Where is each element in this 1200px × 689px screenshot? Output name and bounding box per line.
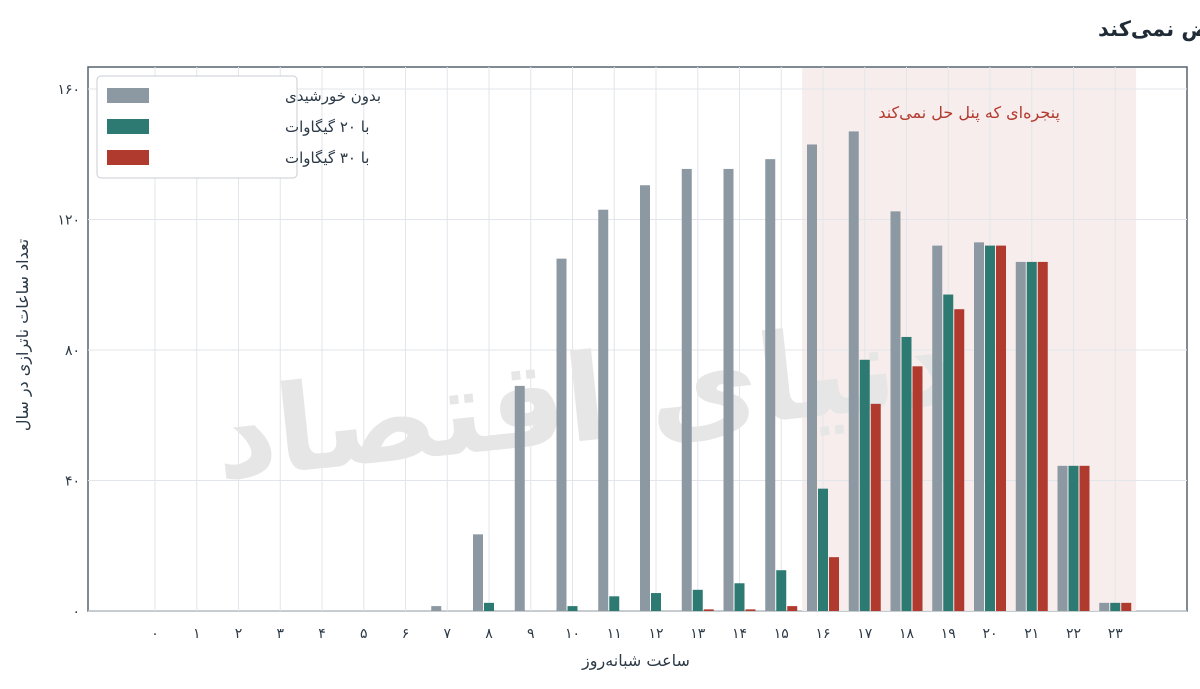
bar-2-hour-14 bbox=[734, 583, 745, 611]
chart-title: نمودار ۴ ـ مهاجرت کمبود از ظهر به غروب: … bbox=[1098, 16, 1200, 41]
y-tick-label: ۱۲۰ bbox=[57, 213, 80, 229]
bar-1-hour-10 bbox=[556, 258, 567, 611]
bar-3-hour-13 bbox=[703, 609, 714, 611]
x-tick-label: ۱۳ bbox=[690, 626, 706, 642]
y-tick-label: ۴۰ bbox=[65, 474, 80, 490]
bar-1-hour-20 bbox=[974, 242, 984, 611]
y-tick-label: ۱۶۰ bbox=[57, 82, 80, 98]
bar-1-hour-9 bbox=[514, 385, 525, 611]
bar-1-hour-15 bbox=[765, 159, 776, 612]
bar-2-hour-12 bbox=[651, 593, 661, 611]
legend-label-2: با ۲۰ گیگاوات bbox=[285, 118, 369, 136]
x-tick-label: ۳ bbox=[276, 626, 284, 642]
bar-2-hour-20 bbox=[985, 245, 995, 611]
bar-1-hour-8 bbox=[473, 534, 483, 611]
highlight-annotation: پنجره‌ای که پنل حل نمی‌کند bbox=[878, 103, 1060, 123]
legend-swatch-1 bbox=[107, 88, 149, 103]
bar-1-hour-21 bbox=[1015, 261, 1026, 611]
x-tick-label: ۵ bbox=[360, 626, 368, 642]
bar-1-hour-19 bbox=[932, 245, 943, 611]
x-tick-label: ۱۰ bbox=[565, 626, 580, 642]
x-tick-label: ۷ bbox=[443, 626, 451, 642]
bar-1-hour-17 bbox=[848, 131, 859, 611]
x-tick-label: ۸ bbox=[485, 626, 493, 642]
bar-3-hour-18 bbox=[912, 366, 923, 611]
x-tick-label: ۱۵ bbox=[774, 626, 789, 642]
y-axis-label: تعداد ساعات ناترازی در سال bbox=[13, 239, 33, 431]
bar-3-hour-15 bbox=[787, 606, 798, 611]
x-axis-label: ساعت شبانه‌روز bbox=[581, 651, 690, 671]
bar-3-hour-17 bbox=[870, 403, 881, 611]
x-tick-label: ۱ bbox=[193, 626, 201, 642]
x-tick-label: ۲ bbox=[235, 626, 243, 642]
y-tick-label: ۸۰ bbox=[65, 343, 80, 359]
bar-2-hour-18 bbox=[901, 336, 912, 611]
x-tick-label: ۱۹ bbox=[941, 626, 956, 642]
bar-2-hour-17 bbox=[859, 359, 870, 611]
legend-swatch-3 bbox=[107, 150, 149, 165]
bar-3-hour-23 bbox=[1121, 602, 1132, 611]
bar-2-hour-13 bbox=[692, 589, 703, 611]
bar-2-hour-11 bbox=[609, 596, 620, 611]
x-tick-label: ۴ bbox=[318, 626, 326, 642]
bar-3-hour-19 bbox=[954, 309, 965, 611]
x-tick-label: ۲۱ bbox=[1024, 626, 1039, 642]
y-tick-label: ۰ bbox=[72, 604, 80, 620]
bar-1-hour-22 bbox=[1057, 465, 1068, 611]
legend-label-3: با ۳۰ گیگاوات bbox=[285, 149, 369, 167]
bar-1-hour-13 bbox=[681, 168, 692, 611]
x-tick-label: ۰ bbox=[151, 626, 159, 642]
legend-label-1: بدون خورشیدی bbox=[285, 87, 381, 105]
bar-3-hour-14 bbox=[745, 609, 756, 611]
bar-3-hour-16 bbox=[829, 557, 839, 611]
bar-2-hour-15 bbox=[776, 570, 787, 611]
x-tick-label: ۶ bbox=[402, 626, 410, 642]
bar-2-hour-23 bbox=[1110, 602, 1121, 611]
x-tick-label: ۱۲ bbox=[648, 626, 663, 642]
x-tick-label: ۲۰ bbox=[982, 626, 997, 642]
x-tick-label: ۱۱ bbox=[607, 626, 622, 642]
bar-1-hour-7 bbox=[431, 606, 442, 611]
bar-2-hour-22 bbox=[1068, 465, 1079, 611]
bar-2-hour-19 bbox=[943, 294, 954, 611]
bar-1-hour-16 bbox=[807, 144, 817, 611]
bar-1-hour-18 bbox=[890, 211, 901, 611]
bar-1-hour-23 bbox=[1099, 602, 1110, 611]
bar-1-hour-12 bbox=[640, 185, 650, 611]
bar-2-hour-16 bbox=[818, 488, 828, 611]
bar-2-hour-10 bbox=[567, 606, 578, 611]
x-tick-label: ۱۸ bbox=[899, 626, 915, 642]
bar-3-hour-21 bbox=[1037, 261, 1048, 611]
x-tick-label: ۹ bbox=[527, 626, 535, 642]
x-tick-label: ۱۷ bbox=[857, 626, 873, 642]
bar-1-hour-14 bbox=[723, 168, 734, 611]
bar-3-hour-22 bbox=[1079, 465, 1090, 611]
x-tick-label: ۲۳ bbox=[1108, 626, 1124, 642]
bar-1-hour-11 bbox=[598, 209, 609, 611]
x-tick-label: ۱۴ bbox=[732, 626, 747, 642]
bar-2-hour-8 bbox=[484, 602, 494, 611]
legend-swatch-2 bbox=[107, 119, 149, 134]
bar-3-hour-20 bbox=[996, 245, 1006, 611]
bar-2-hour-21 bbox=[1026, 261, 1037, 611]
x-tick-label: ۲۲ bbox=[1066, 626, 1081, 642]
x-tick-label: ۱۶ bbox=[815, 626, 830, 642]
